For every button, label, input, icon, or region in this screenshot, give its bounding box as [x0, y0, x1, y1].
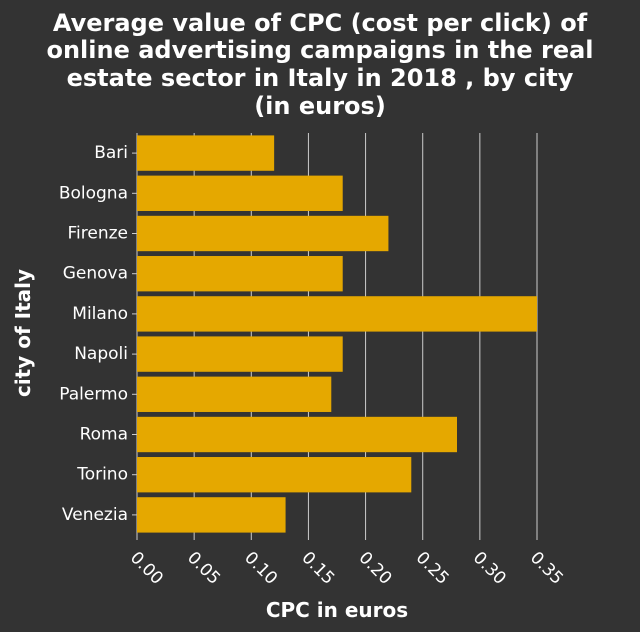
x-axis-ticks: 0.00 0.05 0.10 0.15 0.20 0.25 0.30 0.35: [126, 535, 567, 589]
y-tick-label-genova: Genova: [63, 264, 128, 284]
x-axis-label: CPC in euros: [266, 598, 408, 622]
bar-firenze: [137, 215, 389, 252]
x-tick-label: 0.05: [183, 548, 224, 589]
x-tick-label: 0.25: [412, 548, 453, 589]
y-axis-label: city of Italy: [11, 269, 35, 397]
y-tick-label-roma: Roma: [80, 425, 128, 445]
bar-roma: [137, 416, 457, 453]
bar-torino: [137, 457, 412, 493]
x-tick-label: 0.35: [526, 548, 567, 589]
y-tick-label-bologna: Bologna: [59, 183, 128, 203]
chart-title: Average value of CPC (cost per click) of…: [46, 9, 593, 120]
bars: [137, 135, 537, 533]
bar-palermo: [137, 376, 332, 412]
chart-title-line-2: online advertising campaigns in the real: [46, 36, 593, 64]
x-tick-label: 0.30: [469, 548, 510, 589]
y-tick-label-bari: Bari: [94, 143, 128, 163]
x-tick-label: 0.20: [355, 548, 396, 589]
y-tick-label-napoli: Napoli: [74, 344, 128, 364]
bar-bari: [137, 135, 275, 171]
y-tick-label-torino: Torino: [76, 465, 128, 485]
bar-bologna: [137, 175, 343, 211]
bar-milano: [137, 296, 537, 332]
y-tick-label-palermo: Palermo: [59, 384, 128, 404]
y-axis-ticks: Bari Bologna Firenze Genova Milano Napoli Pale…: [59, 143, 137, 525]
x-tick-label: 0.10: [240, 548, 281, 589]
chart-title-line-3: estate sector in Italy in 2018 , by city: [67, 64, 574, 92]
bar-napoli: [137, 336, 343, 372]
y-tick-label-milano: Milano: [72, 304, 128, 324]
y-tick-label-firenze: Firenze: [68, 224, 129, 244]
chart-title-line-1: Average value of CPC (cost per click) of: [53, 9, 588, 37]
bar-venezia: [137, 497, 286, 533]
y-tick-label-venezia: Venezia: [62, 505, 128, 525]
x-tick-label: 0.00: [126, 548, 167, 589]
bar-genova: [137, 256, 343, 292]
x-tick-label: 0.15: [297, 548, 338, 589]
chart-title-line-4: (in euros): [254, 92, 386, 120]
